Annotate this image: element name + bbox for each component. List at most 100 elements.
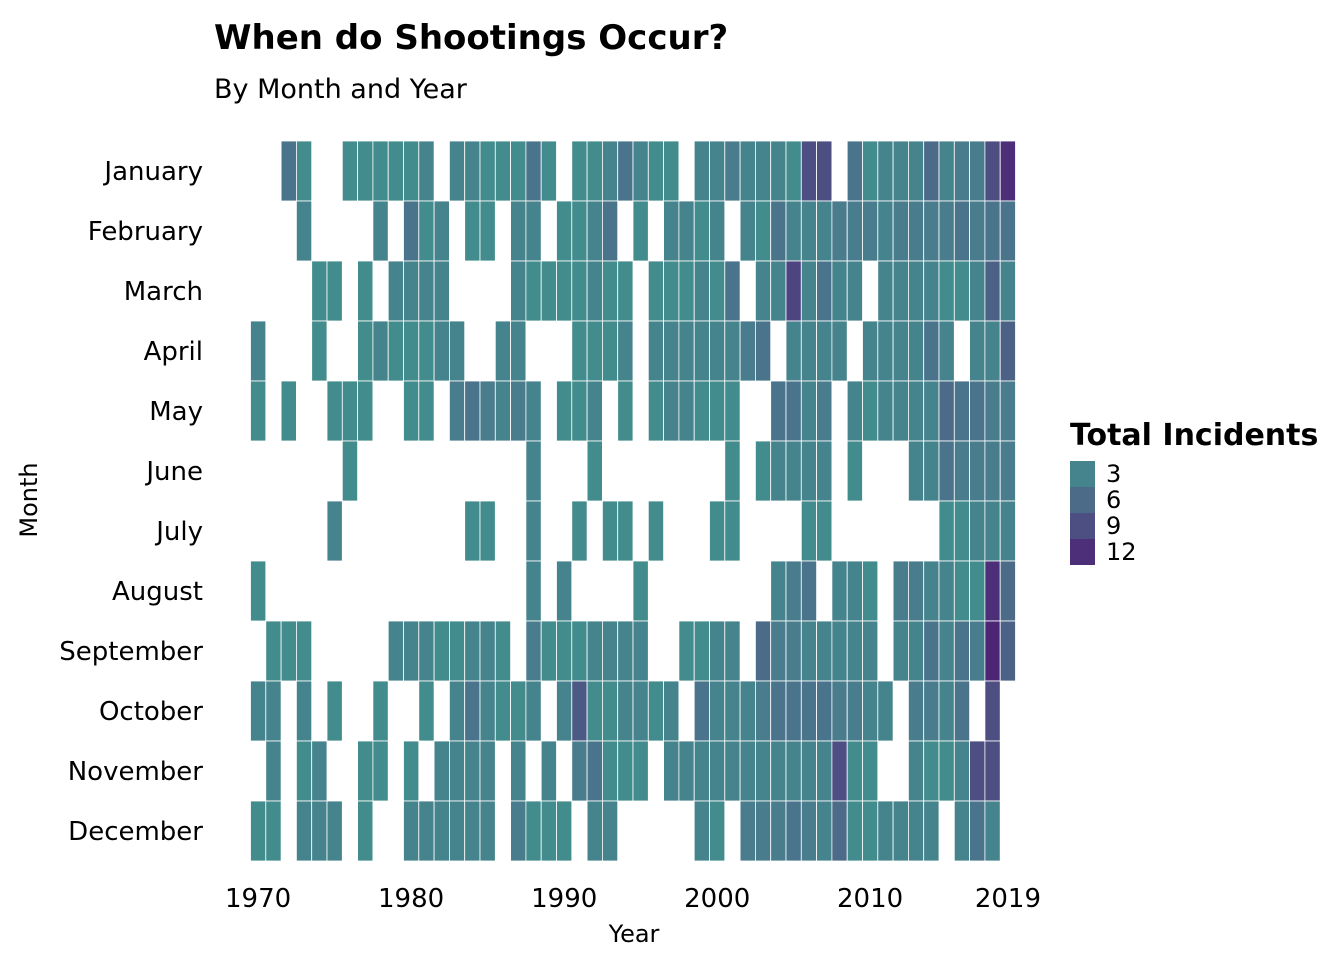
heatmap-cell [938,740,955,802]
heatmap-cell [831,680,848,742]
heatmap-cell [770,560,787,622]
heatmap-cell [311,260,328,322]
heatmap-cell [280,140,297,202]
heatmap-cell [938,560,955,622]
heatmap-cell [295,680,313,742]
heatmap-cell [984,680,1001,742]
heatmap-cell [479,380,496,442]
heatmap-cell [770,740,787,802]
heatmap-cell [923,320,940,382]
heatmap-cell [755,320,772,382]
heatmap-cell [953,620,970,682]
heatmap-cell [403,200,420,262]
heatmap-cell [647,380,664,442]
heatmap-cell [602,680,619,742]
heatmap-cell [800,620,817,682]
heatmap-cell [923,620,940,682]
x-tick-label: 1970 [225,884,291,914]
heatmap-cell [510,320,527,382]
heatmap-cell [770,680,787,742]
heatmap-cell [724,380,741,442]
heatmap-cell [647,260,664,322]
heatmap-cell [908,620,925,682]
heatmap-cell [586,440,603,502]
heatmap-cell [816,140,833,202]
heatmap-cell [862,740,879,802]
heatmap-cell [602,800,619,862]
heatmap-cell [892,200,909,262]
heatmap-cell [831,260,848,322]
heatmap-cell [433,740,450,802]
heatmap-cell [357,740,374,802]
heatmap-cell [755,140,772,202]
legend: Total Incidents 3 6 9 12 [1070,418,1318,566]
heatmap-cell [464,680,481,742]
heatmap-cell [586,200,603,262]
x-tick-label: 1990 [531,884,597,914]
heatmap-cell [984,500,1001,562]
heatmap-cell [892,560,909,622]
heatmap-cell [663,260,680,322]
legend-label: 12 [1106,538,1137,566]
legend-swatch [1070,461,1096,487]
heatmap-cell [908,200,925,262]
y-tick-label: November [68,757,204,787]
heatmap-cell [969,320,986,382]
heatmap-cell [479,500,496,562]
heatmap-cell [479,680,496,742]
heatmap-cell [724,140,741,202]
heatmap-cell [816,500,833,562]
heatmap-cell [709,200,726,262]
heatmap-cell [387,260,404,322]
legend-swatch [1070,487,1096,513]
legend-items: 3 6 9 12 [1070,460,1318,566]
heatmap-cell [586,320,603,382]
heatmap-cell [724,320,741,382]
heatmap-cell [571,380,588,442]
heatmap-cell [953,560,970,622]
heatmap-cell [311,800,328,862]
heatmap-cell [540,740,557,802]
heatmap-cell [755,740,772,802]
heatmap-cell [816,200,833,262]
heatmap-cell [571,740,588,802]
heatmap-cell [693,800,710,862]
heatmap-cell [525,380,542,442]
heatmap-cell [816,380,833,442]
y-tick-label: January [102,157,203,187]
heatmap-cell [770,620,787,682]
heatmap-cell [556,620,573,682]
heatmap-cell [999,200,1016,262]
heatmap-cell [387,620,404,682]
heatmap-cell [479,200,496,262]
heatmap-cell [617,680,634,742]
y-tick-label: February [88,217,203,247]
heatmap-cell [678,740,695,802]
heatmap-chart: January February March April May June July Augu… [15,140,1041,948]
heatmap-cell [525,560,542,622]
heatmap-cell [647,680,664,742]
heatmap-cell [418,260,435,322]
heatmap-cell [693,680,710,742]
heatmap-cell [724,260,741,322]
heatmap-cell [938,200,955,262]
heatmap-cell [999,440,1016,502]
heatmap-cell [862,200,879,262]
heatmap-cell [403,140,420,202]
heatmap-cell [800,800,817,862]
y-tick-label: December [68,817,203,847]
heatmap-cell [908,560,925,622]
heatmap-cell [846,260,863,322]
heatmap-cell [938,140,955,202]
heatmap-cell [846,620,863,682]
heatmap-cell [632,740,649,802]
heatmap-cell [770,260,787,322]
heatmap-cell [540,800,557,862]
heatmap-cell [556,680,573,742]
heatmap-cell [908,740,925,802]
heatmap-cell [632,140,649,202]
heatmap-cell [678,380,695,442]
heatmap-cell [953,680,970,742]
heatmap-cell [800,320,817,382]
heatmap-cell [602,320,619,382]
